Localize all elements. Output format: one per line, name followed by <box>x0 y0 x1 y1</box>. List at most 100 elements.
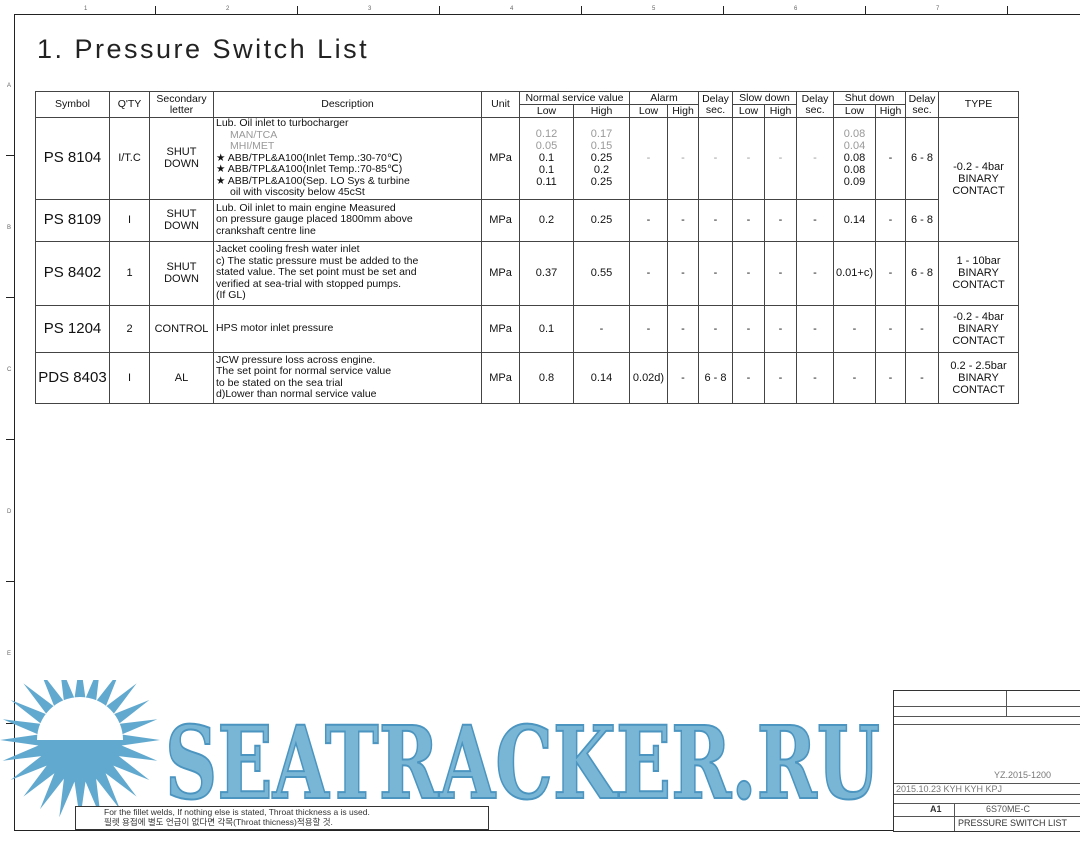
seatracker-watermark-logo: SEATRACKER.RU <box>0 680 881 823</box>
cell-line: - <box>778 371 783 384</box>
shut-high-cell: - <box>875 351 906 404</box>
frame-tick <box>6 297 14 298</box>
slow-delay-cell: - <box>796 240 834 306</box>
frame-column-label: 7 <box>936 6 940 12</box>
shut-low-cell: - <box>833 304 876 353</box>
cell-line: - <box>746 371 751 384</box>
cell-line: - <box>646 267 651 279</box>
cell-line: to be stated on the sea trial <box>216 376 343 389</box>
shut-delay-cell: 6 - 8 <box>905 198 939 242</box>
cell-line: 0.25 <box>590 152 613 165</box>
frame-tick <box>439 6 440 14</box>
cell-line: (If GL) <box>216 289 246 302</box>
cell-line: ★ ABB/TPL&A100(Inlet Temp.:70-85℃) <box>216 163 403 175</box>
cell-line: 0.8 <box>538 371 555 384</box>
cell-line: 6 - 8 <box>704 371 727 384</box>
cell-line: - <box>813 322 817 335</box>
cell-line: - <box>813 152 817 165</box>
symbol-cell: PS 8109 <box>35 198 110 242</box>
header-alarm-low: Low <box>629 104 668 118</box>
shut-delay-cell: - <box>905 304 939 353</box>
alarm-delay-cell: - <box>698 240 733 306</box>
header-slow-high: High <box>764 104 797 118</box>
shut-low-cell: 0.01+c) <box>833 240 876 306</box>
nsv-high-cell: 0.55 <box>573 240 630 306</box>
cell-line: 0.04 <box>843 140 866 153</box>
cell-line: 0.37 <box>535 267 558 279</box>
cell-line: - <box>813 214 817 226</box>
frame-column-label: 4 <box>510 6 514 12</box>
cell-line: - <box>920 371 924 384</box>
type-cell: 1 - 10bar BINARY CONTACT <box>938 240 1019 306</box>
reference-number: YZ.2015-1200 <box>994 770 1052 780</box>
unit-cell: MPa <box>481 304 520 353</box>
table-row: PDS 8403 I AL JCW pressure loss across engi… <box>35 351 1019 404</box>
alarm-delay-cell: - <box>698 198 733 242</box>
unit-cell: MPa <box>481 198 520 242</box>
header-qty: Q'TY <box>109 91 150 118</box>
header-description: Description <box>213 91 482 118</box>
cell-line: CONTACT <box>952 185 1005 198</box>
cell-line: stated value. The set point must be set … <box>216 266 417 279</box>
unit-cell: MPa <box>481 351 520 404</box>
header-shut-delay: Delay sec. <box>905 91 939 118</box>
header-shut-down: Shut down <box>833 91 906 105</box>
symbol-cell: PS 8104 <box>35 117 110 200</box>
nsv-high-cell: 0.14 <box>573 351 630 404</box>
alarm-low-cell: - <box>629 240 668 306</box>
slow-low-cell: - <box>732 240 765 306</box>
cell-line: - <box>813 267 817 279</box>
nsv-low-cell: 0.37 <box>519 240 574 306</box>
frame-tick <box>6 439 14 440</box>
frame-tick <box>723 6 724 14</box>
alarm-delay-cell: 6 - 8 <box>698 351 733 404</box>
nsv-low-cell: 0.8 <box>519 351 574 404</box>
secondary-cell: AL <box>149 351 214 404</box>
cell-line: BINARY <box>958 267 999 279</box>
cell-line: 0.1 <box>538 164 555 177</box>
frame-top-border <box>14 14 1080 15</box>
cell-line: - <box>681 371 685 384</box>
cell-line: - <box>888 371 893 384</box>
secondary-cell: SHUT DOWN <box>149 240 214 306</box>
unit-cell: MPa <box>481 117 520 200</box>
table-row: PS 8104 I/T.C SHUT DOWN Lub. Oil inlet to t… <box>35 117 1019 242</box>
header-type: TYPE <box>938 91 1019 118</box>
cell-line: - <box>778 214 783 226</box>
shut-low-cell: 0.14 <box>833 198 876 242</box>
frame-bottom-border <box>14 830 894 831</box>
qty-cell: I/T.C <box>109 117 150 200</box>
cell-line: 0.01+c) <box>836 267 873 279</box>
header-unit: Unit <box>481 91 520 118</box>
cell-line: 0.55 <box>590 267 613 279</box>
alarm-high-cell: - <box>667 198 699 242</box>
alarm-low-cell: - <box>629 304 668 353</box>
cell-line: - <box>778 267 783 279</box>
cell-line: crankshaft centre line <box>216 224 316 237</box>
secondary-cell: SHUT DOWN <box>149 198 214 242</box>
frame-tick <box>155 6 156 14</box>
cell-line: -0.2 - 4bar <box>953 161 1004 174</box>
type-cell: 0.2 - 2.5bar BINARY CONTACT <box>938 351 1019 404</box>
page-title: 1. Pressure Switch List <box>37 34 370 64</box>
alarm-high-cell: - <box>667 117 699 200</box>
cell-line: 0.17 <box>590 128 613 141</box>
frame-tick <box>6 581 14 582</box>
cell-line: verified at sea-trial with stopped pumps… <box>216 277 402 290</box>
cell-line: CONTACT <box>952 279 1005 291</box>
cell-line: 0.08 <box>843 128 866 141</box>
slow-high-cell: - <box>764 117 797 200</box>
cell-line: - <box>713 152 718 165</box>
qty-cell: 2 <box>109 304 150 353</box>
cell-line: 0.08 <box>843 152 866 165</box>
alarm-delay-cell: - <box>698 304 733 353</box>
frame-tick <box>6 723 14 724</box>
title-block: YZ.2015-1200 2015.10.23 KYH KYH KPJ A1 6… <box>893 690 1080 832</box>
nsv-low-cell: 0.12 0.05 0.1 0.1 0.11 <box>519 117 574 200</box>
qty-cell: 1 <box>109 240 150 306</box>
alarm-high-cell: - <box>667 351 699 404</box>
alarm-low-cell: - <box>629 198 668 242</box>
slow-delay-cell: - <box>796 351 834 404</box>
cell-line: - <box>713 322 718 335</box>
